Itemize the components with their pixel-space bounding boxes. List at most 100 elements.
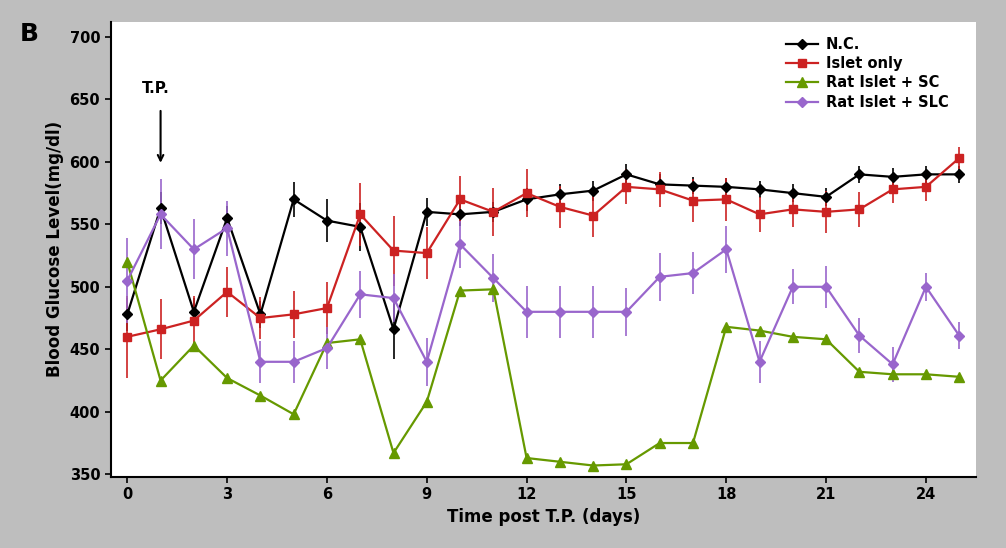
- Islet only: [354, 211, 366, 218]
- Islet only: [155, 326, 167, 333]
- Rat Islet + SC: [255, 392, 267, 399]
- Rat Islet + SLC: [588, 309, 600, 315]
- Rat Islet + SLC: [787, 283, 799, 290]
- Rat Islet + SLC: [654, 273, 666, 280]
- Text: T.P.: T.P.: [142, 81, 170, 96]
- Rat Islet + SLC: [454, 241, 466, 248]
- Y-axis label: Blood Glucose Level(mg/dl): Blood Glucose Level(mg/dl): [46, 121, 64, 378]
- N.C.: [155, 205, 167, 212]
- Islet only: [487, 209, 499, 215]
- N.C.: [588, 187, 600, 194]
- N.C.: [221, 215, 233, 221]
- Islet only: [520, 190, 532, 196]
- N.C.: [354, 224, 366, 230]
- N.C.: [753, 186, 766, 193]
- Rat Islet + SC: [953, 374, 965, 380]
- Rat Islet + SLC: [421, 358, 433, 365]
- Rat Islet + SLC: [820, 283, 832, 290]
- N.C.: [554, 191, 566, 198]
- N.C.: [321, 218, 333, 224]
- Rat Islet + SC: [188, 342, 200, 349]
- Rat Islet + SC: [687, 439, 699, 446]
- N.C.: [687, 182, 699, 189]
- Islet only: [787, 206, 799, 213]
- Rat Islet + SC: [654, 439, 666, 446]
- Line: Islet only: Islet only: [123, 154, 964, 341]
- Rat Islet + SLC: [720, 246, 732, 253]
- Rat Islet + SC: [588, 462, 600, 469]
- Islet only: [720, 196, 732, 203]
- Rat Islet + SC: [820, 336, 832, 342]
- Rat Islet + SLC: [753, 358, 766, 365]
- Islet only: [421, 250, 433, 256]
- Rat Islet + SC: [321, 340, 333, 346]
- Rat Islet + SC: [853, 368, 865, 375]
- Rat Islet + SLC: [554, 309, 566, 315]
- Rat Islet + SC: [753, 327, 766, 334]
- Islet only: [321, 305, 333, 311]
- Rat Islet + SC: [454, 287, 466, 294]
- Line: Rat Islet + SC: Rat Islet + SC: [123, 257, 964, 470]
- N.C.: [853, 171, 865, 178]
- N.C.: [820, 193, 832, 200]
- Rat Islet + SC: [720, 323, 732, 330]
- Legend: N.C., Islet only, Rat Islet + SC, Rat Islet + SLC: N.C., Islet only, Rat Islet + SC, Rat Is…: [781, 31, 954, 116]
- Rat Islet + SC: [354, 336, 366, 342]
- Rat Islet + SC: [919, 371, 932, 378]
- Rat Islet + SC: [221, 375, 233, 381]
- Text: B: B: [20, 22, 39, 46]
- Islet only: [188, 317, 200, 324]
- Islet only: [919, 184, 932, 190]
- Rat Islet + SLC: [155, 211, 167, 218]
- Islet only: [255, 315, 267, 321]
- Islet only: [953, 155, 965, 162]
- Rat Islet + SC: [554, 459, 566, 465]
- Islet only: [221, 289, 233, 295]
- Rat Islet + SLC: [621, 309, 633, 315]
- Islet only: [853, 206, 865, 213]
- Rat Islet + SC: [787, 334, 799, 340]
- Islet only: [687, 197, 699, 204]
- N.C.: [188, 309, 200, 315]
- Rat Islet + SLC: [520, 309, 532, 315]
- N.C.: [421, 209, 433, 215]
- Islet only: [621, 184, 633, 190]
- Rat Islet + SC: [621, 461, 633, 467]
- Rat Islet + SLC: [255, 358, 267, 365]
- Rat Islet + SLC: [853, 332, 865, 339]
- N.C.: [387, 326, 399, 333]
- N.C.: [886, 174, 898, 180]
- Rat Islet + SLC: [953, 332, 965, 339]
- Rat Islet + SC: [387, 450, 399, 456]
- Rat Islet + SC: [421, 398, 433, 405]
- Rat Islet + SLC: [886, 361, 898, 368]
- Rat Islet + SC: [886, 371, 898, 378]
- N.C.: [255, 311, 267, 318]
- N.C.: [621, 171, 633, 178]
- Rat Islet + SLC: [188, 246, 200, 253]
- Islet only: [753, 211, 766, 218]
- N.C.: [953, 171, 965, 178]
- Rat Islet + SLC: [687, 270, 699, 276]
- Rat Islet + SC: [155, 377, 167, 384]
- Line: Rat Islet + SLC: Rat Islet + SLC: [124, 211, 963, 368]
- Rat Islet + SLC: [122, 277, 134, 284]
- Islet only: [454, 196, 466, 203]
- N.C.: [720, 184, 732, 190]
- Rat Islet + SLC: [919, 283, 932, 290]
- Islet only: [588, 212, 600, 219]
- Rat Islet + SLC: [387, 295, 399, 301]
- Rat Islet + SC: [520, 455, 532, 461]
- Rat Islet + SC: [288, 411, 300, 418]
- Islet only: [554, 203, 566, 210]
- Rat Islet + SLC: [354, 291, 366, 298]
- Rat Islet + SC: [122, 259, 134, 265]
- Rat Islet + SC: [487, 286, 499, 293]
- Islet only: [654, 186, 666, 193]
- N.C.: [122, 311, 134, 318]
- Islet only: [387, 247, 399, 254]
- N.C.: [487, 209, 499, 215]
- X-axis label: Time post T.P. (days): Time post T.P. (days): [447, 508, 640, 526]
- Line: N.C.: N.C.: [124, 171, 963, 333]
- Rat Islet + SLC: [288, 358, 300, 365]
